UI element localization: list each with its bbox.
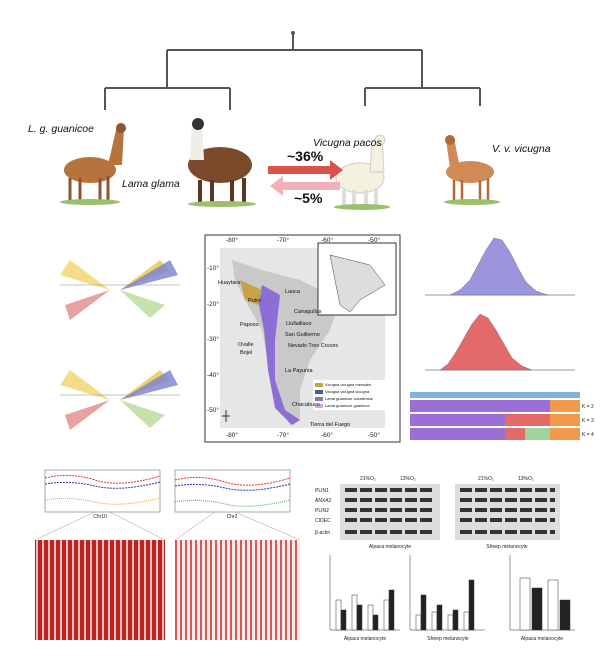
protein-label: β-actin (315, 530, 330, 536)
arrow-left (270, 176, 340, 196)
bar-panels (329, 555, 575, 631)
place: Nevado Tres Cruces (288, 343, 338, 349)
introgression-percent: ~36% (287, 148, 324, 164)
compass (222, 410, 230, 422)
condition-label: 13%O₂ (400, 476, 416, 482)
protein-label: PLIN2 (315, 508, 329, 514)
k-label: K = 4 (582, 432, 594, 438)
root (291, 31, 295, 35)
legend-label: Lama guanicoe guanicoe (325, 403, 370, 408)
blot-caption: Alpaca melanocyte (369, 544, 411, 550)
histograms (425, 237, 575, 371)
place: Huaytara (218, 280, 241, 286)
animals (60, 118, 500, 210)
lon-tick: -50° (368, 431, 380, 439)
range (258, 285, 300, 425)
lat-tick: -40° (207, 371, 219, 379)
place: Lauca (285, 289, 301, 295)
place: Tierra del Fuego (310, 422, 350, 428)
map (204, 234, 401, 443)
protein-label: PLIN1 (315, 488, 329, 494)
western-blots (340, 484, 560, 540)
legend-label: Vicugna vicugna vicugna (325, 389, 370, 394)
tree-branches (104, 32, 481, 110)
unrooted-trees (60, 260, 180, 430)
lon-tick: -60° (321, 236, 333, 244)
panel-caption: Alpaca melanocyte (344, 636, 386, 642)
lon-tick: -70° (277, 236, 289, 244)
lon-tick: -50° (368, 236, 380, 244)
structure-plot (410, 392, 580, 440)
phylogeny (104, 31, 481, 110)
lat-tick: -50° (207, 406, 219, 414)
protein-label: CIDEC (315, 518, 331, 524)
legend (313, 380, 398, 410)
species-label: Lama glama (122, 178, 180, 190)
place: La Payunia (285, 368, 313, 374)
inset-continent (329, 254, 386, 313)
place: Canagullas (294, 309, 322, 315)
place: San Guillermo (285, 332, 320, 338)
condition-label: 13%O₂ (518, 476, 534, 482)
condition-label: 21%O₂ (360, 476, 376, 482)
legend-label: Vicugna vicugna mensalis (325, 382, 371, 387)
lon-tick: -80° (226, 236, 238, 244)
lat-tick: -10° (207, 264, 219, 272)
llama-drawing (188, 118, 256, 207)
scans (34, 469, 301, 640)
k-label: K = 3 (582, 418, 594, 424)
panel-caption: Alpaca melanocyte (521, 636, 563, 642)
lat-tick: -30° (207, 335, 219, 343)
panel-caption: Sheep melanocyte (427, 636, 469, 642)
range (240, 280, 262, 305)
place: Chacabuco (292, 402, 320, 408)
vicugna-drawing (444, 135, 500, 205)
lon-tick: -60° (321, 431, 333, 439)
place: Llullaillaco (286, 321, 311, 327)
legend-label: Lama guanicoe cacsilensis (325, 396, 373, 401)
place: Paposo (240, 322, 259, 328)
lon-tick: -70° (277, 431, 289, 439)
species-label: Vicugna pacos (313, 137, 382, 149)
alpaca-drawing (334, 134, 390, 210)
species-label: L. g. guanicoe (28, 123, 94, 135)
protein-label: ANXA2 (315, 498, 332, 504)
species-label: V. v. vicugna (492, 143, 551, 155)
place: Putre (248, 298, 261, 304)
condition-label: 21%O₂ (478, 476, 494, 482)
lat-tick: -20° (207, 300, 219, 308)
lon-tick: -80° (226, 431, 238, 439)
chromosome-label: Chr10 (93, 514, 107, 520)
arrow-right (268, 160, 343, 180)
blot-caption: Sheep melanocyte (486, 544, 528, 550)
place: Ovalle (238, 342, 254, 348)
guanicoe-drawing (60, 123, 126, 205)
k-label: K = 2 (582, 404, 594, 410)
chromosome-label: Chr2 (227, 514, 238, 520)
place: Bojel (240, 350, 252, 356)
introgression-percent: ~5% (294, 190, 323, 206)
